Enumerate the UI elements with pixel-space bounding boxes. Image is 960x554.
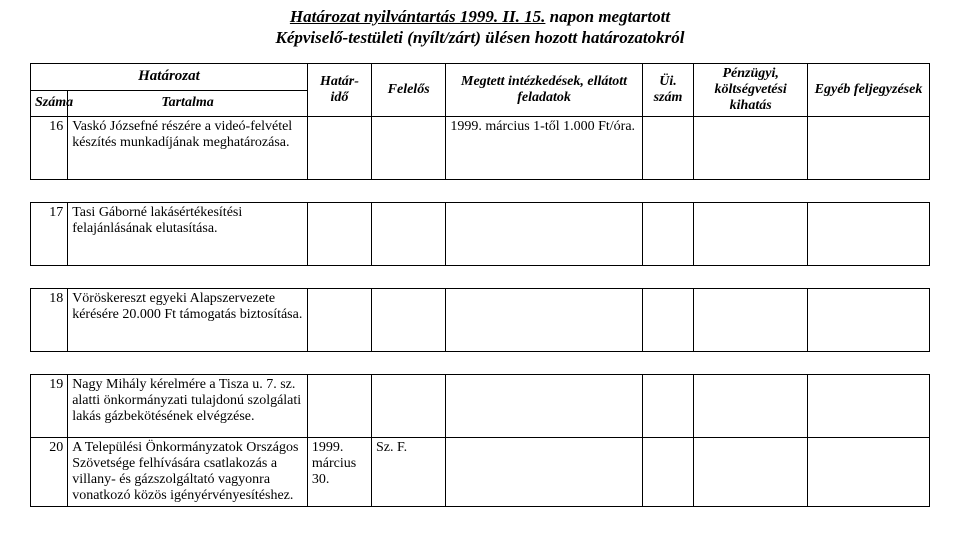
table-row: 20 A Települési Önkormányzatok Országos … bbox=[31, 437, 930, 506]
header-penzugyi: Pénzügyi, költségvetési kihatás bbox=[694, 63, 808, 116]
cell-felelos bbox=[371, 202, 445, 265]
cell-uiszam bbox=[642, 288, 694, 351]
cell-tartalma: Nagy Mihály kérelmére a Tisza u. 7. sz. … bbox=[68, 374, 308, 437]
cell-felelos bbox=[371, 374, 445, 437]
cell-felelos: Sz. F. bbox=[371, 437, 445, 506]
cell-penzugyi bbox=[694, 374, 808, 437]
cell-num: 17 bbox=[31, 202, 68, 265]
cell-num: 16 bbox=[31, 116, 68, 179]
cell-hatarido bbox=[307, 116, 371, 179]
cell-penzugyi bbox=[694, 288, 808, 351]
cell-megtett bbox=[446, 202, 642, 265]
header-felelos: Felelős bbox=[371, 63, 445, 116]
cell-hatarido bbox=[307, 374, 371, 437]
cell-felelos bbox=[371, 116, 445, 179]
cell-num: 18 bbox=[31, 288, 68, 351]
cell-tartalma: Vöröskereszt egyeki Alapszervezete kérés… bbox=[68, 288, 308, 351]
table-row: 16 Vaskó Józsefné részére a videó-felvét… bbox=[31, 116, 930, 179]
table-row: 17 Tasi Gáborné lakásértékesítési felajá… bbox=[31, 202, 930, 265]
header-hatarozat: Határozat bbox=[31, 63, 308, 90]
cell-hatarido: 1999. március 30. bbox=[307, 437, 371, 506]
cell-tartalma: A Települési Önkormányzatok Országos Szö… bbox=[68, 437, 308, 506]
table-row: 18 Vöröskereszt egyeki Alapszervezete ké… bbox=[31, 288, 930, 351]
header-egyeb: Egyéb feljegyzések bbox=[808, 63, 930, 116]
cell-egyeb bbox=[808, 288, 930, 351]
cell-megtett bbox=[446, 437, 642, 506]
cell-hatarido bbox=[307, 202, 371, 265]
cell-penzugyi bbox=[694, 437, 808, 506]
cell-num: 20 bbox=[31, 437, 68, 506]
header-hatarido: Határ-idő bbox=[307, 63, 371, 116]
cell-uiszam bbox=[642, 202, 694, 265]
table-row: 19 Nagy Mihály kérelmére a Tisza u. 7. s… bbox=[31, 374, 930, 437]
cell-tartalma: Vaskó Józsefné részére a videó-felvétel … bbox=[68, 116, 308, 179]
cell-egyeb bbox=[808, 437, 930, 506]
header-uiszam: Üi. szám bbox=[642, 63, 694, 116]
cell-egyeb bbox=[808, 116, 930, 179]
title-line1: Határozat nyilvántartás 1999. II. 15. bbox=[290, 7, 546, 26]
cell-megtett bbox=[446, 374, 642, 437]
header-tartalma: Tartalma bbox=[68, 90, 308, 116]
cell-hatarido bbox=[307, 288, 371, 351]
cell-tartalma: Tasi Gáborné lakásértékesítési felajánlá… bbox=[68, 202, 308, 265]
cell-megtett bbox=[446, 288, 642, 351]
cell-penzugyi bbox=[694, 202, 808, 265]
cell-penzugyi bbox=[694, 116, 808, 179]
cell-uiszam bbox=[642, 116, 694, 179]
cell-egyeb bbox=[808, 374, 930, 437]
cell-felelos bbox=[371, 288, 445, 351]
resolutions-table: Határozat Határ-idő Felelős Megtett inté… bbox=[30, 63, 930, 507]
header-megtett: Megtett intézkedések, ellátott feladatok bbox=[446, 63, 642, 116]
title-line2: napon megtartott bbox=[550, 7, 670, 26]
cell-uiszam bbox=[642, 437, 694, 506]
title-line3: Képviselő-testületi (nyílt/zárt) ülésen … bbox=[276, 28, 685, 47]
page-title: Határozat nyilvántartás 1999. II. 15. na… bbox=[30, 6, 930, 49]
cell-uiszam bbox=[642, 374, 694, 437]
header-szama: Száma bbox=[31, 90, 68, 116]
cell-megtett: 1999. március 1-től 1.000 Ft/óra. bbox=[446, 116, 642, 179]
cell-egyeb bbox=[808, 202, 930, 265]
cell-num: 19 bbox=[31, 374, 68, 437]
